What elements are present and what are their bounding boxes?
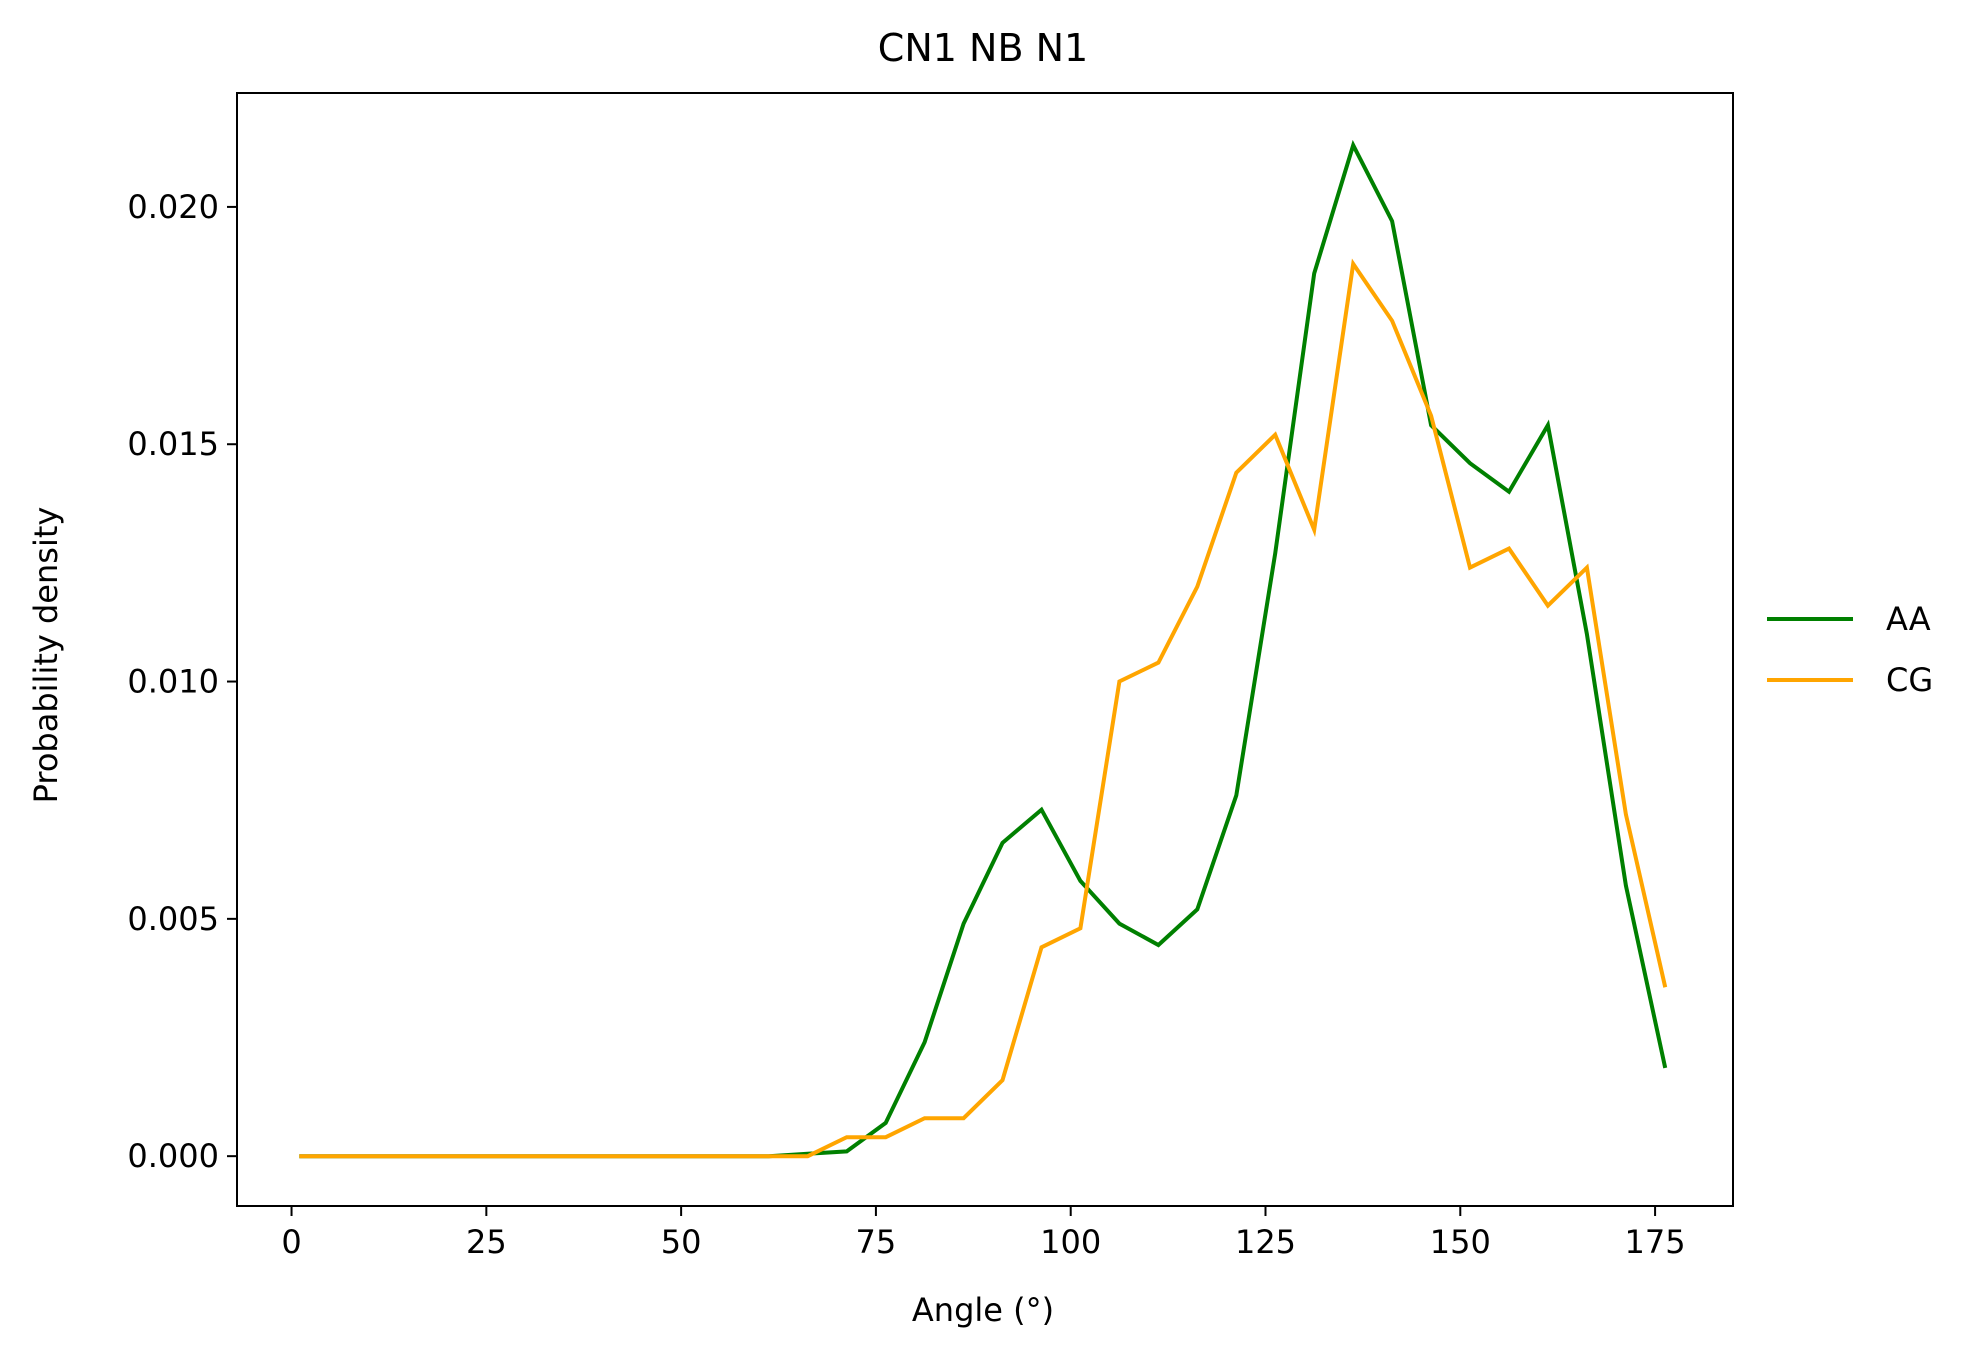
x-tick-label: 50 xyxy=(661,1223,702,1261)
x-axis-label: Angle (°) xyxy=(912,1291,1054,1329)
legend: AA CG xyxy=(1767,600,1933,699)
x-tick-label: 25 xyxy=(466,1223,507,1261)
legend-label-aa: AA xyxy=(1886,600,1931,638)
chart-title: CN1 NB N1 xyxy=(878,26,1088,70)
y-axis-label: Probability density xyxy=(27,507,65,804)
x-tick-label: 0 xyxy=(281,1223,301,1261)
series-line-cg xyxy=(299,258,1668,1159)
y-tick-label: 0.005 xyxy=(127,900,219,938)
axis-ticks: 0 25 50 75 100 125 150 175 0.000 0.005 0.010 0.015 0… xyxy=(127,188,1685,1261)
x-tick-label: 75 xyxy=(856,1223,897,1261)
y-tick-label: 0.010 xyxy=(127,663,219,701)
plot-frame xyxy=(236,92,1734,1207)
y-tick-label: 0.015 xyxy=(127,425,219,463)
y-tick-label: 0.020 xyxy=(127,188,219,226)
x-tick-label: 125 xyxy=(1235,1223,1296,1261)
x-tick-label: 150 xyxy=(1430,1223,1491,1261)
legend-label-cg: CG xyxy=(1886,661,1933,699)
x-tick-label: 100 xyxy=(1040,1223,1101,1261)
series-lines xyxy=(299,139,1668,1159)
y-tick-label: 0.000 xyxy=(127,1137,219,1175)
x-tick-label: 175 xyxy=(1625,1223,1686,1261)
